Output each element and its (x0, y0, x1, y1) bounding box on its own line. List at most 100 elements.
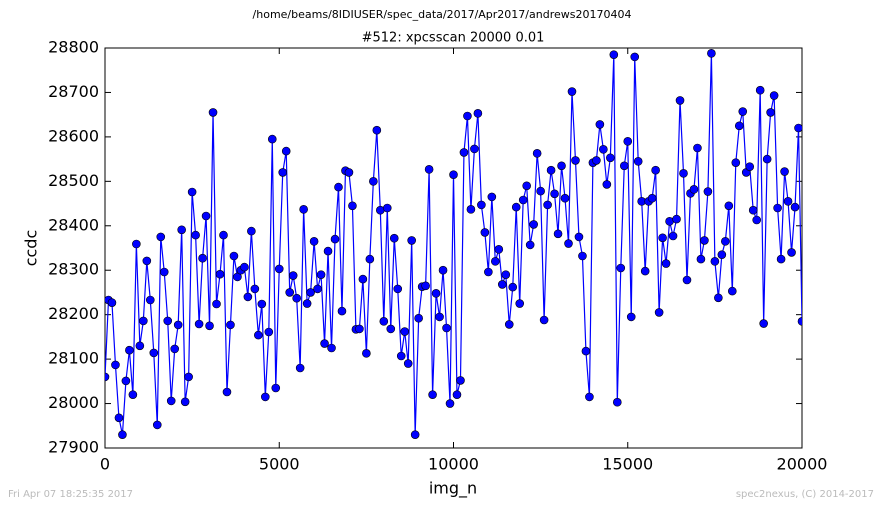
data-point (633, 157, 643, 166)
data-point (313, 284, 322, 294)
data-point (553, 229, 563, 239)
data-point (647, 193, 657, 203)
data-point (330, 234, 340, 244)
data-point (738, 107, 748, 116)
data-point (254, 330, 263, 340)
data-point (180, 397, 190, 407)
data-point (442, 323, 451, 333)
data-point (362, 349, 371, 358)
data-point (302, 299, 312, 308)
data-point (619, 161, 629, 171)
data-point (128, 390, 138, 399)
data-point (267, 134, 277, 144)
suptitle: /home/beams/8IDIUSER/spec_data/2017/Apr2… (253, 8, 632, 21)
data-point (215, 269, 225, 279)
data-point (769, 91, 779, 100)
data-point (393, 284, 403, 294)
data-point (435, 312, 444, 322)
data-point (449, 170, 458, 179)
data-point (177, 225, 186, 235)
data-point (630, 52, 640, 62)
data-point (257, 299, 267, 309)
data-point (487, 192, 497, 202)
data-point (166, 396, 176, 406)
data-point (710, 257, 720, 266)
data-point (790, 202, 800, 212)
data-point (571, 156, 580, 165)
data-point (358, 274, 368, 284)
data-point (107, 298, 117, 307)
data-point (187, 187, 197, 197)
data-point (550, 189, 559, 199)
data-point (424, 165, 434, 174)
data-point (734, 121, 744, 131)
data-point (125, 345, 134, 355)
data-point (661, 259, 671, 268)
data-point (261, 392, 270, 402)
data-point (557, 161, 566, 171)
data-point (574, 232, 584, 242)
data-point (323, 246, 333, 256)
y-tick-label: 28200 (48, 304, 99, 323)
data-point (525, 240, 535, 250)
data-point (721, 237, 730, 246)
data-point (337, 306, 347, 316)
data-point (762, 154, 772, 164)
data-point (243, 292, 253, 302)
data-point (264, 327, 274, 337)
data-point (386, 324, 396, 334)
data-point (438, 265, 448, 275)
data-point (369, 177, 378, 186)
data-point (707, 49, 716, 58)
data-point (149, 348, 159, 358)
chart-title: #512: xpcsscan 20000 0.01 (362, 31, 545, 46)
data-point (389, 233, 399, 243)
data-point (703, 187, 713, 196)
data-point (592, 156, 601, 165)
y-tick-label: 28500 (48, 171, 99, 190)
data-point (693, 143, 702, 153)
data-point (285, 288, 295, 297)
data-point (640, 266, 650, 276)
data-point (623, 137, 633, 146)
data-point (146, 295, 155, 305)
data-point (504, 320, 514, 329)
x-tick-label: 0 (100, 455, 110, 474)
data-point (480, 228, 490, 237)
data-point (787, 248, 796, 257)
data-point (714, 293, 723, 303)
data-point (484, 267, 493, 277)
data-point (281, 146, 291, 156)
data-point (731, 158, 741, 167)
data-point (752, 215, 761, 225)
y-tick-label: 28600 (48, 126, 99, 145)
data-point (105, 372, 110, 382)
data-point (173, 320, 183, 330)
data-point (191, 230, 200, 240)
y-tick-label: 28800 (48, 38, 99, 57)
plot-frame (104, 47, 803, 449)
data-point (382, 203, 392, 213)
data-point (689, 185, 699, 194)
y-tick-label: 27900 (48, 438, 99, 457)
data-point (515, 299, 525, 308)
data-point (466, 205, 476, 214)
data-point (334, 182, 343, 192)
data-point (118, 430, 127, 439)
data-point (609, 50, 619, 59)
y-tick-label: 28100 (48, 349, 99, 368)
data-point (745, 162, 755, 171)
data-point (494, 245, 504, 254)
data-point (111, 360, 120, 370)
data-point (581, 346, 591, 356)
data-point (421, 281, 430, 291)
data-point (727, 286, 737, 296)
data-point (295, 363, 305, 373)
data-point (672, 214, 681, 224)
data-point (599, 145, 608, 154)
data-point (445, 399, 455, 408)
data-point (696, 254, 706, 264)
data-point (344, 168, 354, 177)
data-point (142, 256, 152, 266)
data-point (700, 236, 709, 245)
